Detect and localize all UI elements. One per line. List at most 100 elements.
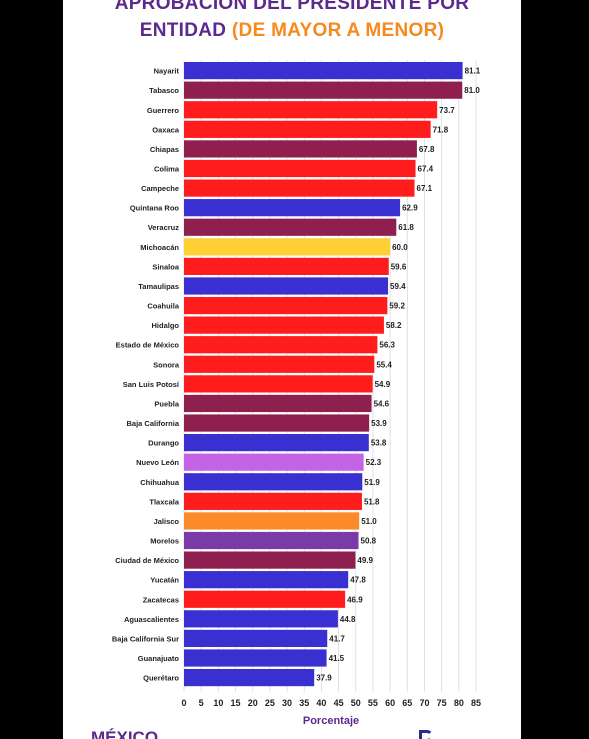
x-tick-label: 40 [316, 698, 326, 708]
category-label: Tlaxcala [149, 497, 179, 506]
bar [184, 277, 389, 295]
category-label: Nayarit [154, 67, 180, 76]
value-label: 53.8 [371, 439, 387, 448]
bar [184, 649, 327, 667]
title-line-2-accent: (DE MAYOR A MENOR) [231, 20, 445, 41]
bar [184, 668, 315, 687]
title-line-2-main: ENTIDAD [139, 20, 227, 41]
value-label: 46.9 [347, 595, 363, 604]
value-label: 58.2 [386, 321, 402, 330]
category-label: Yucatán [150, 576, 179, 585]
value-label: 56.3 [379, 341, 395, 350]
category-label: Morelos [150, 537, 179, 546]
x-tick-label: 45 [334, 698, 344, 708]
x-tick-label: 20 [248, 698, 258, 708]
bar [184, 218, 397, 236]
bar-chart: 0 5 10 15 20 25 30 35 40 45 50 55 60 65 70 75 80 85 Nayari… [112, 60, 481, 727]
value-label: 51.0 [361, 517, 377, 526]
category-label: Oaxaca [152, 125, 180, 134]
value-label: 62.9 [402, 204, 418, 213]
x-tick-label: 65 [402, 698, 412, 708]
x-tick-label: 15 [231, 698, 241, 708]
footer-logo [419, 730, 519, 739]
category-label: Estado de México [116, 341, 180, 350]
value-label: 59.6 [391, 262, 407, 271]
value-label: 59.4 [390, 282, 406, 291]
bar [184, 355, 375, 373]
x-tick-label: 80 [454, 698, 464, 708]
company-logo-icon [419, 730, 433, 739]
category-label: Veracruz [148, 223, 180, 232]
x-tick-label: 10 [213, 698, 223, 708]
category-label: Chihuahua [140, 478, 180, 487]
value-label: 55.4 [376, 360, 392, 369]
value-label: 50.8 [361, 537, 377, 546]
value-label: 44.8 [340, 615, 356, 624]
value-label: 73.7 [439, 106, 455, 115]
category-label: Guanajuato [138, 654, 180, 663]
bar [184, 473, 363, 491]
category-label: Tabasco [149, 86, 179, 95]
value-label: 52.3 [366, 458, 382, 467]
bar [184, 512, 360, 530]
bar [184, 316, 384, 334]
bar [184, 590, 346, 608]
x-tick-label: 70 [419, 698, 429, 708]
category-label: Hidalgo [152, 321, 180, 330]
category-label: Sonora [153, 360, 180, 369]
bar [184, 414, 370, 432]
value-label: 37.9 [316, 674, 332, 683]
value-label: 71.8 [433, 125, 449, 134]
category-label: Querétaro [143, 674, 179, 683]
category-label: Michoacán [140, 243, 179, 252]
category-label: Colima [154, 165, 180, 174]
value-label: 49.9 [357, 556, 373, 565]
x-tick-label: 55 [368, 698, 378, 708]
category-label: Baja California Sur [112, 634, 179, 643]
title-line-1: APROBACIÓN DEL PRESIDENTE POR [114, 0, 470, 14]
bar [184, 453, 364, 471]
value-label: 54.9 [375, 380, 391, 389]
bar [184, 179, 415, 197]
category-label: Ciudad de México [115, 556, 179, 565]
category-label: Quintana Roo [130, 204, 180, 213]
value-label: 81.1 [465, 67, 481, 76]
bar [184, 531, 359, 550]
bar [184, 296, 388, 315]
category-label: Guerrero [147, 106, 180, 115]
x-tick-label: 25 [265, 698, 275, 708]
bar [184, 336, 378, 354]
x-tick-label: 75 [437, 698, 447, 708]
bar [184, 492, 362, 510]
title-line-2: ENTIDAD (DE MAYOR A MENOR) [63, 20, 521, 41]
x-tick-label: 85 [471, 698, 481, 708]
value-label: 67.4 [418, 165, 434, 174]
value-label: 47.8 [350, 576, 366, 585]
value-label: 51.9 [364, 478, 380, 487]
bar [184, 551, 356, 569]
value-label: 54.6 [374, 399, 390, 408]
category-label: Zacatecas [143, 595, 179, 604]
category-label: Baja California [126, 419, 179, 428]
bar [184, 610, 338, 628]
bar [184, 159, 416, 178]
bar [184, 571, 349, 589]
footer-brand: MÉXICO [91, 728, 159, 739]
value-label: 67.1 [417, 184, 433, 193]
x-tick-label: 60 [385, 698, 395, 708]
bar [184, 101, 438, 119]
bar [184, 62, 463, 80]
value-label: 60.0 [392, 243, 408, 252]
value-label: 53.9 [371, 419, 387, 428]
x-tick-label: 0 [181, 698, 186, 708]
bar [184, 434, 369, 452]
category-label: Aguascalientes [124, 615, 179, 624]
chart-panel: APROBACIÓN DEL PRESIDENTE POR ENTIDAD (D… [63, 0, 521, 739]
value-label: 67.8 [419, 145, 435, 154]
bar [184, 140, 417, 158]
category-label: Chiapas [150, 145, 179, 154]
value-label: 41.7 [329, 634, 345, 643]
category-label: Campeche [141, 184, 179, 193]
value-label: 41.5 [329, 654, 345, 663]
category-label: Nuevo León [136, 458, 179, 467]
